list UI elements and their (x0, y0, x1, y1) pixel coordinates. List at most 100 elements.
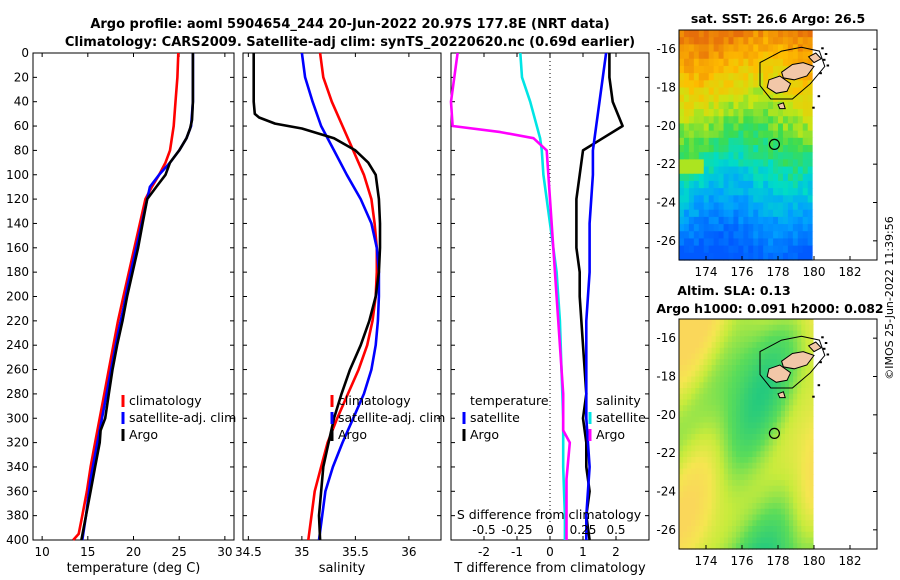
map-cell (693, 180, 700, 189)
map-cell (748, 238, 754, 247)
map-cell (683, 457, 688, 464)
map-cell (748, 87, 754, 96)
map-cell (772, 393, 778, 401)
map-cell (787, 159, 794, 168)
map-cell (772, 347, 778, 355)
map-cell (683, 51, 690, 60)
map-cell (752, 457, 758, 464)
map-cell (813, 439, 819, 447)
map-cell (707, 422, 713, 429)
y-tick-label: 360 (6, 484, 29, 498)
map-cell (768, 87, 774, 96)
map-cell (683, 520, 688, 527)
map-cell (723, 347, 729, 355)
map-cell (758, 173, 764, 182)
map-cell (698, 166, 705, 175)
map-cell (708, 73, 715, 81)
map-cell (797, 468, 802, 475)
map-cell (688, 58, 695, 67)
map-cell (809, 411, 815, 418)
map-cell (744, 370, 749, 378)
map-cell (768, 382, 774, 389)
map-cell (679, 382, 684, 389)
map-cell (713, 209, 720, 218)
map-cell (768, 216, 774, 225)
map-cell (789, 445, 794, 452)
map-cell (787, 101, 794, 110)
map-cell (764, 434, 770, 441)
x-tick-label: 182 (839, 554, 862, 568)
map-cell (760, 388, 766, 395)
map-cell (723, 376, 729, 383)
map-cell (807, 58, 814, 67)
map-cell (715, 416, 721, 424)
map-cell (748, 457, 753, 464)
map-cell (743, 252, 749, 261)
map-cell (711, 445, 717, 452)
map-cell (679, 137, 685, 146)
map-cell (802, 130, 809, 139)
map-cell (768, 359, 774, 366)
map-cell (801, 411, 806, 418)
map-cell (683, 80, 690, 89)
map-cell (801, 491, 806, 498)
map-cell (805, 382, 811, 389)
map-cell (752, 399, 758, 406)
map-cell (744, 405, 749, 412)
x-tick-label: -2 (478, 545, 490, 559)
map-cell (736, 376, 741, 383)
y-tick-label: 320 (6, 436, 29, 450)
map-cell (807, 159, 814, 168)
map-cell (703, 503, 709, 510)
map-cell (679, 462, 684, 470)
map-cell (809, 508, 815, 516)
map-cell (748, 468, 753, 475)
map-cell (711, 393, 717, 401)
map-cell (744, 411, 749, 418)
map-cell (744, 434, 749, 441)
map-cell (688, 73, 695, 81)
map-cell (773, 137, 779, 146)
map-cell (748, 503, 753, 510)
map-cell (805, 451, 811, 458)
map-cell (703, 411, 709, 418)
map-cell (707, 451, 713, 458)
map-cell (703, 388, 709, 395)
map-cell (797, 480, 802, 487)
x-tick-label: 178 (767, 554, 790, 568)
map-cell (715, 503, 721, 510)
map-cell (760, 520, 766, 527)
map-cell (776, 319, 782, 326)
map-cell (679, 503, 684, 510)
map-cell (703, 451, 709, 458)
map-cell (793, 508, 798, 516)
map-cell (768, 37, 774, 45)
map-cell (787, 137, 794, 146)
map-cell (703, 428, 709, 435)
map-cell (797, 428, 802, 435)
map-cell (793, 422, 798, 429)
map-cell (708, 116, 715, 125)
map-cell (789, 520, 794, 527)
map-cell (693, 65, 700, 74)
map-cell (715, 514, 721, 521)
map-cell (778, 166, 784, 175)
map-cell (760, 342, 766, 349)
map-cell (707, 353, 713, 360)
map-cell (736, 462, 741, 470)
map-cell (763, 94, 769, 103)
map-cell (708, 94, 715, 103)
map-cell (699, 359, 705, 366)
map-cell (679, 37, 685, 45)
map-cell (703, 382, 709, 389)
y-tick-label: 120 (6, 192, 29, 206)
map-cell (736, 485, 741, 493)
map-cell (772, 388, 778, 395)
map-cell (727, 439, 733, 447)
map-cell (787, 58, 794, 67)
map-cell (768, 405, 774, 412)
map-cell (703, 520, 709, 527)
map-cell (802, 116, 809, 125)
map-cell (744, 526, 749, 533)
map-cell (787, 87, 794, 96)
